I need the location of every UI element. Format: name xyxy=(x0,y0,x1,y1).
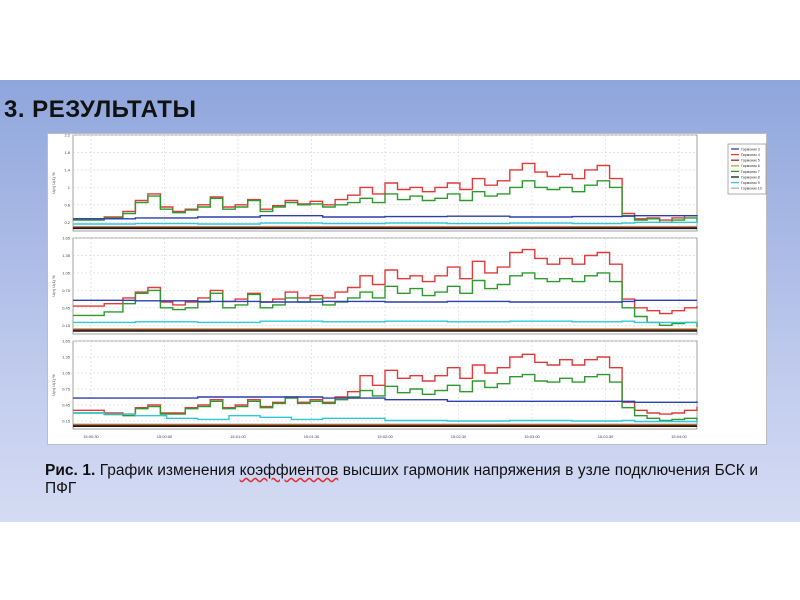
y-axis-label: U(n) U(1) % xyxy=(51,374,56,396)
series-line xyxy=(73,220,698,225)
y-tick-label: 0.15 xyxy=(62,419,71,424)
y-axis-label: U(n) U(1) % xyxy=(51,172,56,194)
y-axis-label: U(n) U(1) % xyxy=(51,275,56,297)
series-line xyxy=(73,162,698,221)
x-tick-label: 15:01:30 xyxy=(304,434,320,439)
series-line xyxy=(73,320,698,324)
series-line xyxy=(73,180,698,223)
series-line xyxy=(73,353,698,415)
y-tick-label: 1.65 xyxy=(62,339,71,344)
caption-label: Рис. 1. xyxy=(45,462,96,479)
legend-label: Гармоник 9 xyxy=(741,181,760,185)
y-tick-label: 1.4 xyxy=(64,167,70,172)
legend-label: Гармоник 6 xyxy=(741,164,760,168)
y-tick-label: 0.45 xyxy=(62,305,71,310)
caption-text-after: высших гармоник напряжения в узле подклю… xyxy=(45,462,759,497)
series-line xyxy=(73,412,698,423)
y-tick-label: 0.6 xyxy=(64,202,70,207)
legend-label: Гармоник 10 xyxy=(741,187,762,191)
legend-label: Гармоник 7 xyxy=(741,170,760,174)
x-tick-label: 15:02:00 xyxy=(377,434,393,439)
series-line xyxy=(73,215,698,220)
y-tick-label: 1.05 xyxy=(62,371,71,376)
y-tick-label: 0.15 xyxy=(62,323,71,328)
legend-box xyxy=(727,143,767,195)
y-tick-label: 0.75 xyxy=(62,387,71,392)
x-tick-label: 15:04:00 xyxy=(671,434,687,439)
legend-label: Гармоник 4 xyxy=(741,153,760,157)
x-tick-label: 15:03:00 xyxy=(524,434,540,439)
slide-title: 3. РЕЗУЛЬТАТЫ xyxy=(4,96,197,123)
chart-panel-2: 0.15 0.45 0.75 1.05 1.35 1.65 U(n) U(1) % xyxy=(51,236,698,335)
figure-caption: Рис. 1. График изменения коэффиентов выс… xyxy=(45,462,758,498)
y-tick-label: 0.2 xyxy=(64,220,70,225)
legend-label: Гармоник 3 xyxy=(741,147,760,151)
x-tick-label: 15:01:00 xyxy=(230,434,246,439)
y-tick-label: 0.75 xyxy=(62,288,71,293)
series-line xyxy=(73,373,698,422)
y-tick-label: 1.35 xyxy=(62,253,71,258)
y-tick-label: 1.05 xyxy=(62,270,71,275)
y-tick-label: 2.2 xyxy=(64,133,70,138)
chart-panel-1: 0.2 0.6 1 1.4 1.8 2.2 U(n) U(1) % xyxy=(51,133,698,232)
series-line xyxy=(73,396,698,403)
series-line xyxy=(73,248,698,315)
x-tick-label: 15:00:30 xyxy=(83,434,99,439)
series-line xyxy=(73,299,697,303)
chart-figure: 0.2 0.6 1 1.4 1.8 2.2 U(n) U(1) % 0.15 0.45 0.75 1… xyxy=(47,133,767,445)
legend-label: Гармоник 5 xyxy=(741,159,760,163)
chart-panel-3: 0.15 0.45 0.75 1.05 1.35 1.65 U(n) U(1) % xyxy=(51,339,698,430)
legend-label: Гармоник 8 xyxy=(741,175,760,179)
y-tick-label: 1.8 xyxy=(64,150,70,155)
chart-svg: 0.2 0.6 1 1.4 1.8 2.2 U(n) U(1) % 0.15 0.45 0.75 1… xyxy=(47,133,767,445)
y-tick-label: 1.65 xyxy=(62,236,71,241)
y-tick-label: 1 xyxy=(68,185,71,190)
x-tick-label: 15:00:00 xyxy=(157,434,173,439)
caption-text-before: График изменения xyxy=(95,462,240,479)
x-tick-label: 15:02:30 xyxy=(451,434,467,439)
x-tick-label: 15:03:30 xyxy=(598,434,614,439)
caption-misspelled-word: коэффиентов xyxy=(239,462,339,479)
y-tick-label: 0.45 xyxy=(62,403,71,408)
y-tick-label: 1.35 xyxy=(62,355,71,360)
